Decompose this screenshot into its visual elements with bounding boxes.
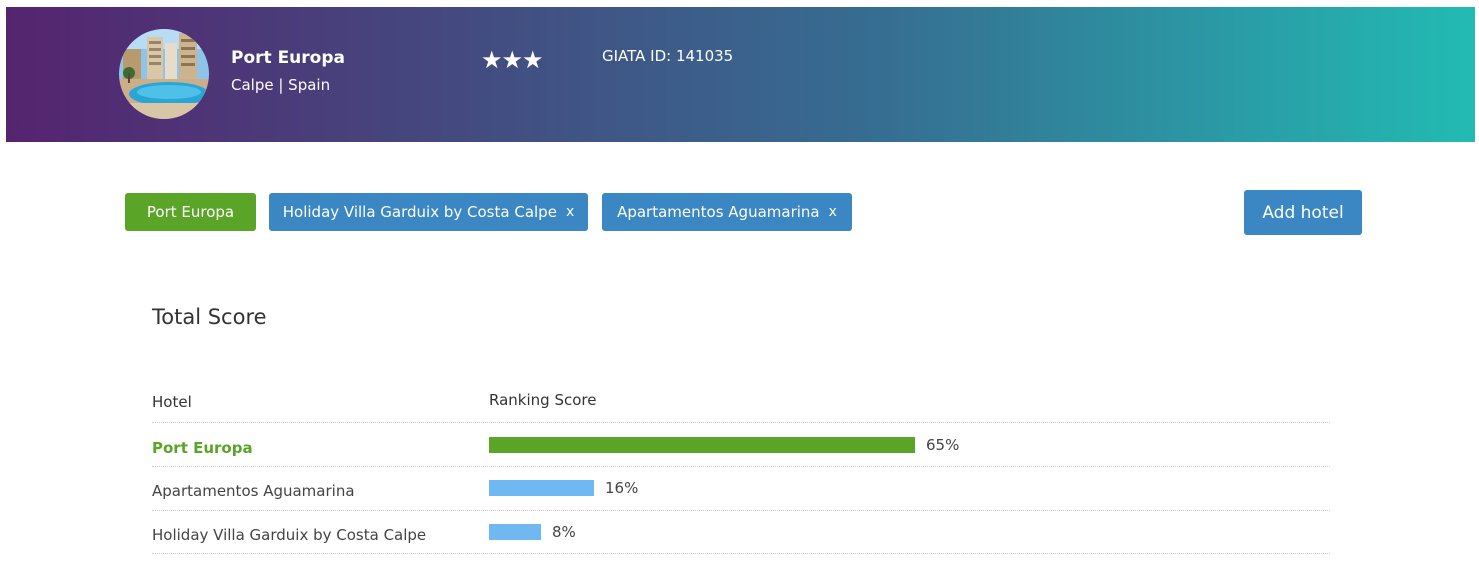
hotel-chip-apartamentos-aguamarina[interactable]: Apartamentos Aguamarina x [602, 193, 852, 231]
section-title: Total Score [152, 305, 267, 329]
table-row-hotel-name: Holiday Villa Garduix by Costa Calpe [152, 526, 427, 544]
table-divider [152, 422, 1330, 423]
score-bar-track [489, 437, 1145, 453]
score-bar-track [489, 480, 1145, 496]
hotel-location: Calpe | Spain [231, 76, 331, 94]
hotel-header: Port Europa Calpe | Spain ★★★ GIATA ID: … [6, 7, 1475, 142]
hotel-pool-photo-icon [119, 29, 209, 119]
add-hotel-button[interactable]: Add hotel [1244, 190, 1362, 235]
score-bar [489, 480, 594, 496]
remove-chip-close-icon[interactable]: x [828, 204, 837, 220]
chip-label: Apartamentos Aguamarina [617, 203, 820, 221]
hotel-avatar [119, 29, 209, 119]
hotel-chip-holiday-villa-garduix[interactable]: Holiday Villa Garduix by Costa Calpe x [269, 193, 588, 231]
column-header-hotel: Hotel [152, 393, 192, 411]
remove-chip-close-icon[interactable]: x [565, 204, 575, 220]
score-bar-track [489, 524, 1145, 540]
chip-label: Holiday Villa Garduix by Costa Calpe [282, 203, 557, 221]
score-label: 16% [605, 479, 639, 497]
hotel-name: Port Europa [231, 48, 345, 68]
table-row-hotel-name: Apartamentos Aguamarina [152, 482, 355, 500]
score-label: 65% [926, 436, 960, 454]
table-divider [152, 466, 1330, 467]
hotel-chip-port-europa[interactable]: Port Europa [125, 193, 256, 231]
table-divider [152, 553, 1330, 554]
score-label: 8% [552, 523, 576, 541]
score-bar [489, 437, 915, 453]
giata-id: GIATA ID: 141035 [602, 47, 734, 65]
table-row-hotel-name: Port Europa [152, 439, 253, 457]
table-divider [152, 510, 1330, 511]
column-header-ranking-score: Ranking Score [489, 391, 597, 409]
chip-label: Port Europa [146, 203, 235, 221]
score-bar [489, 524, 541, 540]
star-rating: ★★★ [481, 46, 544, 74]
